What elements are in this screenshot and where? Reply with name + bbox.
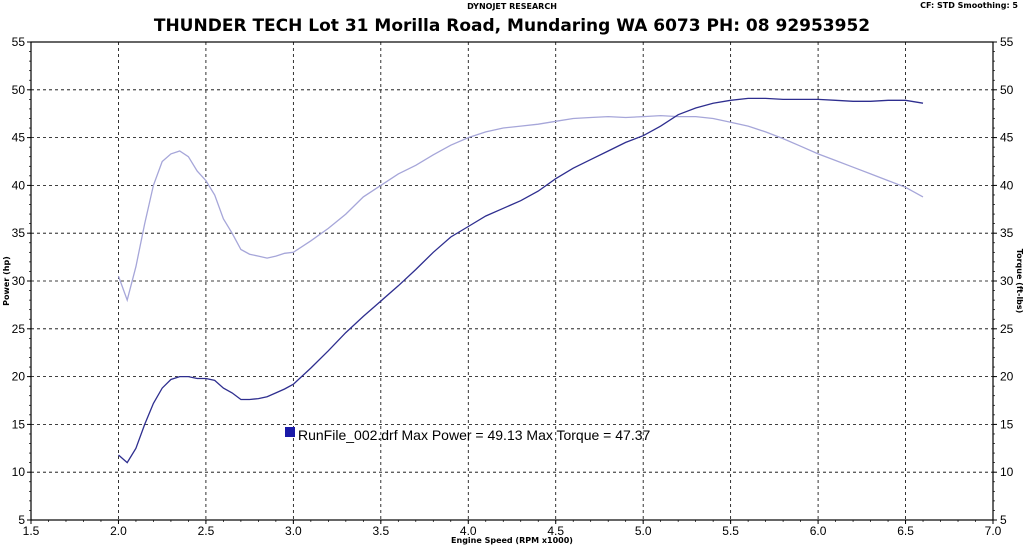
torque-series-line	[117, 114, 924, 303]
right-tick-label: 15	[1000, 417, 1014, 431]
right-tick-label: 45	[1000, 131, 1014, 145]
chart-title: THUNDER TECH Lot 31 Morilla Road, Mundar…	[154, 16, 870, 36]
left-tick-label: 30	[12, 274, 26, 288]
left-axis-ticks: 5 10 15 20 25 30 35 40 45 50 55	[12, 35, 31, 527]
left-tick-label: 25	[12, 322, 26, 336]
x-tick-label: 3.5	[372, 524, 389, 538]
x-tick-label: 2.0	[110, 524, 127, 538]
right-tick-label: 50	[1000, 83, 1014, 97]
x-tick-label: 6.5	[897, 524, 914, 538]
x-tick-label: 3.0	[285, 524, 302, 538]
left-tick-label: 15	[12, 417, 26, 431]
left-tick-label: 5	[18, 513, 25, 527]
x-axis-label: Engine Speed (RPM x1000)	[451, 536, 573, 545]
right-tick-label: 10	[1000, 465, 1014, 479]
left-axis-label: Power (hp)	[2, 256, 11, 306]
right-tick-label: 5	[1000, 513, 1007, 527]
left-tick-label: 35	[12, 226, 26, 240]
power-series-line	[118, 97, 924, 464]
left-tick-label: 40	[12, 178, 26, 192]
grid	[31, 42, 993, 520]
right-tick-label: 25	[1000, 322, 1014, 336]
x-axis-ticks: 1.5 2.0 2.5 3.0 3.5 4.0 4.5 5.0 5.5 6.0 6.5 7.0	[23, 520, 1002, 538]
top-label: DYNOJET RESEARCH	[467, 2, 557, 11]
x-tick-label: 4.5	[547, 524, 564, 538]
right-tick-label: 20	[1000, 370, 1014, 384]
left-tick-label: 45	[12, 131, 26, 145]
run-annotation: RunFile_002.drf Max Power = 49.13 Max To…	[298, 427, 650, 443]
right-axis-label: Torque (ft-lbs)	[1015, 249, 1024, 314]
x-tick-label: 2.5	[198, 524, 215, 538]
left-tick-label: 55	[12, 35, 26, 49]
right-axis-ticks: 5 10 15 20 25 30 35 40 45 50 55	[993, 35, 1014, 527]
right-tick-label: 55	[1000, 35, 1014, 49]
run-marker-icon	[285, 427, 295, 437]
left-tick-label: 50	[12, 83, 26, 97]
x-tick-label: 5.0	[635, 524, 652, 538]
left-tick-label: 10	[12, 465, 26, 479]
x-tick-label: 1.5	[23, 524, 40, 538]
right-tick-label: 30	[1000, 274, 1014, 288]
left-tick-label: 20	[12, 370, 26, 384]
x-tick-label: 4.0	[460, 524, 477, 538]
x-tick-label: 5.5	[722, 524, 739, 538]
x-tick-label: 6.0	[810, 524, 827, 538]
x-tick-label: 7.0	[985, 524, 1002, 538]
settings-label: CF: STD Smoothing: 5	[920, 1, 1018, 10]
right-tick-label: 40	[1000, 178, 1014, 192]
right-tick-label: 35	[1000, 226, 1014, 240]
